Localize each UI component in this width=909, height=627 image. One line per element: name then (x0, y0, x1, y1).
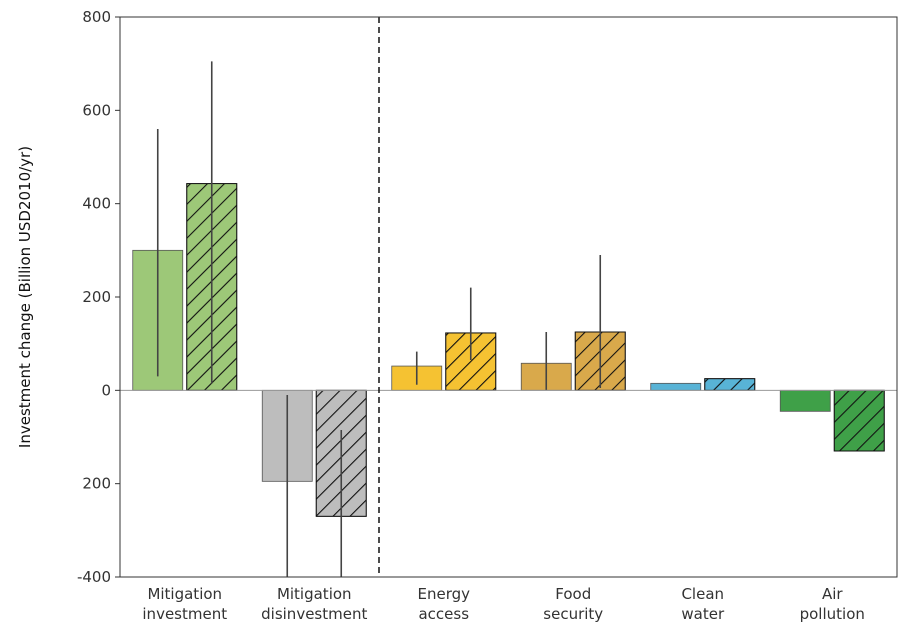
x-tick-label-4-0: Clean (681, 585, 724, 603)
x-tick-label-4-1: water (681, 605, 725, 623)
y-tick-label-3: 200 (82, 288, 111, 306)
x-tick-label-2-1: access (418, 605, 469, 623)
x-tick-label-3-0: Food (555, 585, 591, 603)
error-bars-layer (156, 61, 602, 577)
bar-hatch-5 (833, 389, 885, 452)
x-tick-label-1-0: Mitigation (277, 585, 352, 603)
x-tick-label-5-0: Air (822, 585, 843, 603)
x-tick-label-0-0: Mitigation (147, 585, 222, 603)
y-tick-label-2: 400 (82, 195, 111, 213)
x-axis: Mitigation investment Mitigation disinvestm… (142, 585, 865, 623)
x-tick-label-5-1: pollution (800, 605, 865, 623)
x-tick-label-0-1: investment (142, 605, 227, 623)
y-tick-label-5: 200 (82, 475, 111, 493)
y-tick-label-4: 0 (101, 381, 111, 399)
x-tick-label-2-0: Energy (417, 585, 470, 603)
y-tick-label-6: -400 (77, 568, 111, 586)
x-tick-label-1-1: disinvestment (261, 605, 367, 623)
y-tick-label-1: 600 (82, 101, 111, 119)
y-axis-title: Investment change (Billion USD2010/yr) (16, 146, 34, 448)
y-tick-label-0: 800 (82, 8, 111, 26)
y-axis: 800 600 400 200 0 200 -400 (77, 8, 120, 586)
bar-5-scenario-a (779, 389, 831, 412)
bar-4-scenario-a (650, 382, 702, 391)
bars-layer (132, 183, 885, 517)
x-tick-label-3-1: security (543, 605, 603, 623)
bar-hatch-4 (704, 378, 756, 391)
